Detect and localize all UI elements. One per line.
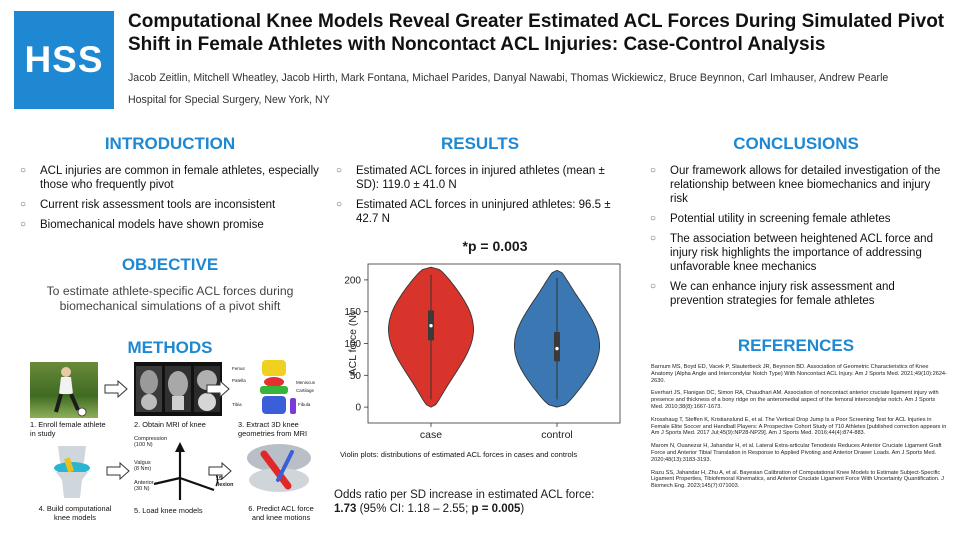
list-item: ○ Our framework allows for detailed inves… (650, 165, 941, 205)
list-item: ○ ACL injuries are common in female athle… (20, 165, 319, 191)
reference-item: Razu SS, Jahandar H, Zhu A, et al. Bayes… (651, 469, 944, 490)
objective-text: To estimate athlete-specific ACL forces … (46, 284, 294, 313)
method-step-2: 2. Obtain MRI of knee (134, 420, 206, 429)
poster-title: Computational Knee Models Reveal Greater… (128, 11, 945, 55)
plot-caption: Violin plots: distributions of estimated… (340, 450, 578, 459)
reference-item: Everhart JS, Flanigan DC, Simon RA, Chau… (651, 390, 939, 410)
anatomy-label: Tibia (232, 402, 242, 407)
introduction-heading: INTRODUCTION (104, 134, 236, 153)
mri-images (134, 362, 222, 416)
anatomy-label: Cartilage (296, 388, 315, 393)
method-step-5: 5. Load knee models (134, 506, 203, 515)
reference-item: Barnum MS, Boyd ED, Vacek P, Slauterbeck… (651, 364, 947, 384)
affiliation: Hospital for Special Surgery, New York, … (128, 94, 330, 106)
computational-model-graphic (40, 444, 104, 500)
hss-logo: HSS (14, 11, 114, 109)
circle-bullet-icon: ○ (650, 165, 657, 176)
valgus-label: Valgus (8 Nm) (134, 460, 152, 472)
circle-bullet-icon: ○ (20, 219, 27, 230)
anatomy-label: Patella (232, 378, 246, 383)
author-list: Jacob Zeitlin, Mitchell Wheatley, Jacob … (128, 72, 889, 84)
knee-anatomy-graphic (260, 360, 296, 414)
methods-heading: METHODS (127, 338, 213, 357)
introduction-list: ○ ACL injuries are common in female athle… (20, 164, 320, 238)
x-tick-label: case (420, 429, 442, 441)
method-step-6: 6. Predict ACL force and knee motions (248, 504, 314, 522)
odds-ratio-text: Odds ratio per SD increase in estimated … (334, 488, 634, 516)
acl-prediction-graphic (247, 444, 311, 492)
list-item: ○ Estimated ACL forces in injured athlete… (336, 165, 605, 191)
results-heading: RESULTS (440, 134, 520, 153)
reference-item: Marom N, Ouanezar H, Jahandar H, et al. … (651, 443, 942, 463)
y-tick-label: 100 (344, 339, 361, 350)
anterior-label: Anterior (30 N) (134, 480, 154, 492)
circle-bullet-icon: ○ (650, 233, 657, 244)
soccer-player-figure (54, 367, 87, 417)
mri-scan-graphic (136, 366, 220, 412)
anatomy-label: Femur (232, 366, 246, 371)
logo-text: HSS (24, 39, 104, 80)
right-arrow-icon (206, 380, 230, 398)
method-step-4: 4. Build computational knee models (38, 504, 112, 522)
references-list: Barnum MS, Boyd ED, Vacek P, Slauterbeck… (651, 364, 949, 496)
acl-force-render (234, 440, 324, 500)
conclusions-heading: CONCLUSIONS (733, 134, 859, 153)
reference-item: Krosshaug T, Steffen K, Kristianslund E,… (651, 416, 947, 437)
knee-model-render (54, 446, 90, 498)
conclusions-list: ○ Our framework allows for detailed inves… (650, 164, 946, 314)
objective-heading: OBJECTIVE (121, 255, 219, 274)
circle-bullet-icon: ○ (336, 165, 343, 176)
odds-ci: (95% CI: 1.18 – 2.55; (356, 503, 472, 515)
anatomy-label: Fibula (298, 402, 311, 407)
odds-label: Odds ratio per SD increase in estimated … (334, 489, 595, 501)
right-arrow-icon (208, 462, 232, 480)
y-tick-label: 50 (350, 371, 362, 382)
iqr-box-control (554, 332, 560, 362)
circle-bullet-icon: ○ (650, 213, 657, 224)
circle-bullet-icon: ○ (650, 281, 657, 292)
list-item: ○ Biomechanical models have shown promise (20, 219, 264, 231)
violin-plot: 0 50 100 150 200 ACL force (N) case control (344, 263, 621, 441)
anatomy-label: Meniscus (296, 380, 316, 385)
circle-bullet-icon: ○ (336, 199, 343, 210)
references-heading: REFERENCES (737, 336, 855, 355)
compression-label: Compression (100 N) (134, 436, 167, 448)
list-item: ○ Estimated ACL forces in uninjured athle… (336, 199, 611, 225)
median-dot-case (429, 323, 433, 328)
odds-close: ) (520, 503, 525, 515)
list-item: ○ The association between heightened ACL … (650, 233, 933, 273)
list-item: ○ We can enhance injury risk assessment a… (650, 281, 895, 307)
athlete-photo (30, 362, 98, 418)
odds-p-value: p = 0.005 (471, 503, 521, 515)
odds-value: 1.73 (334, 503, 357, 515)
plot-title: *p = 0.003 (462, 238, 528, 254)
y-tick-label: 200 (344, 275, 361, 286)
flexion-label: 15° flexion (216, 476, 234, 488)
knee-geometry-diagram: Femur Patella Tibia Fibula Meniscus Cart… (232, 358, 322, 418)
method-step-3: 3. Extract 3D knee geometries from MRI (238, 420, 307, 438)
circle-bullet-icon: ○ (20, 199, 27, 210)
method-step-1: 1. Enroll female athlete in study (30, 420, 106, 438)
y-axis-label: ACL force (N) (347, 312, 359, 376)
x-tick-label: control (541, 429, 573, 441)
median-dot-control (555, 346, 559, 351)
circle-bullet-icon: ○ (20, 165, 27, 176)
right-arrow-icon (106, 462, 130, 480)
results-list: ○ Estimated ACL forces in injured athlete… (336, 164, 626, 232)
y-tick-label: 150 (344, 307, 361, 318)
list-item: ○ Potential utility in screening female a… (650, 213, 891, 225)
list-item: ○ Current risk assessment tools are incon… (20, 199, 276, 211)
right-arrow-icon (104, 380, 128, 398)
y-tick-label: 0 (355, 403, 361, 414)
